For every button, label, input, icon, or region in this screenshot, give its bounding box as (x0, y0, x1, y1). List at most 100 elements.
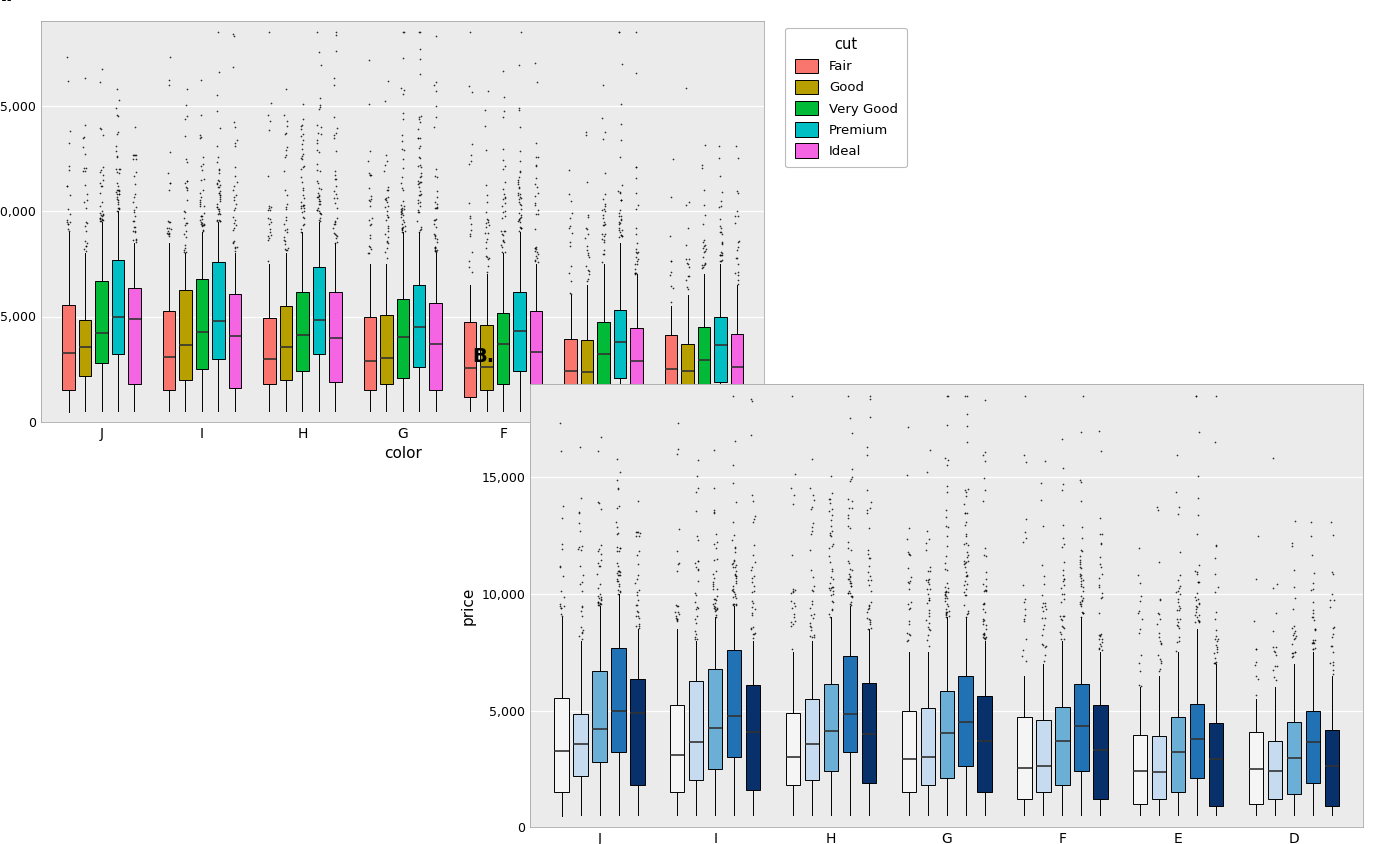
Point (107, 125, 129, 138)
Point (840, 580, 862, 593)
Point (726, 598, 748, 611)
Point (624, 576, 646, 590)
Bar (112, 260, 124, 354)
Point (665, 598, 687, 612)
Point (391, 134, 413, 148)
Point (391, 128, 413, 142)
Point (1203, 657, 1226, 670)
Point (548, 416, 570, 430)
Point (509, 165, 532, 179)
Point (1301, 636, 1323, 650)
Point (222, 235, 244, 248)
Point (819, 529, 841, 543)
Point (1052, 619, 1074, 632)
Point (593, 233, 616, 246)
Point (660, 266, 682, 279)
Point (375, 193, 397, 207)
Point (358, 240, 380, 253)
Point (1263, 581, 1285, 594)
Point (839, 522, 861, 535)
Point (1013, 602, 1036, 615)
Point (1205, 656, 1227, 669)
Point (1070, 580, 1092, 593)
Point (308, 214, 330, 227)
Point (1128, 604, 1150, 618)
Point (956, 506, 978, 520)
Point (899, 601, 921, 614)
Point (291, 129, 313, 143)
Point (1070, 495, 1092, 508)
Point (726, 139, 748, 153)
Point (1031, 601, 1053, 614)
Point (571, 626, 593, 640)
Point (1012, 643, 1034, 657)
Point (1031, 588, 1053, 602)
Point (359, 199, 381, 213)
Point (916, 633, 938, 647)
Point (493, 192, 515, 206)
Point (956, 515, 978, 528)
Point (425, 163, 448, 176)
Point (742, 628, 764, 641)
Point (310, 182, 332, 196)
Point (896, 626, 918, 640)
Point (936, 576, 958, 590)
Point (508, 214, 530, 227)
Point (1281, 537, 1303, 550)
Point (76, 193, 98, 207)
Point (1245, 642, 1267, 656)
Point (558, 187, 580, 201)
Point (175, 180, 197, 193)
Point (972, 630, 994, 644)
Point (274, 200, 296, 214)
Point (666, 612, 688, 625)
Point (207, 139, 229, 153)
Point (956, 550, 978, 564)
Point (1321, 587, 1343, 601)
Point (175, 183, 197, 197)
Point (627, 246, 649, 260)
Point (589, 577, 611, 591)
Point (226, 133, 248, 147)
Point (974, 631, 996, 645)
Point (607, 500, 629, 513)
Point (74, 71, 96, 84)
Point (724, 589, 746, 603)
Point (1168, 500, 1190, 513)
Point (1169, 568, 1191, 582)
Point (1184, 593, 1206, 607)
Point (591, 111, 613, 125)
Point (840, 595, 862, 609)
Point (306, 136, 328, 149)
Point (58, 202, 80, 215)
Legend: Fair, Good, Very Good, Premium, Ideal: Fair, Good, Very Good, Premium, Ideal (785, 28, 907, 167)
Point (711, 246, 733, 260)
Point (424, 100, 446, 113)
Point (1187, 597, 1209, 610)
Point (918, 609, 940, 623)
Point (109, 163, 131, 176)
Point (588, 598, 610, 611)
Point (840, 598, 862, 611)
Point (392, 88, 414, 101)
Point (1205, 585, 1227, 598)
Point (306, 157, 328, 170)
Point (570, 599, 592, 613)
Point (896, 634, 918, 647)
Point (1092, 528, 1114, 541)
Point (953, 558, 975, 571)
Point (1131, 679, 1153, 692)
Point (607, 184, 629, 197)
Point (74, 215, 96, 229)
Point (257, 24, 280, 38)
Point (73, 162, 95, 176)
Point (260, 96, 282, 110)
Point (392, 194, 414, 208)
Point (91, 209, 113, 223)
Point (936, 598, 958, 611)
Point (208, 184, 230, 197)
Point (684, 595, 706, 609)
Point (953, 598, 975, 612)
Point (424, 169, 446, 182)
Point (589, 430, 611, 443)
